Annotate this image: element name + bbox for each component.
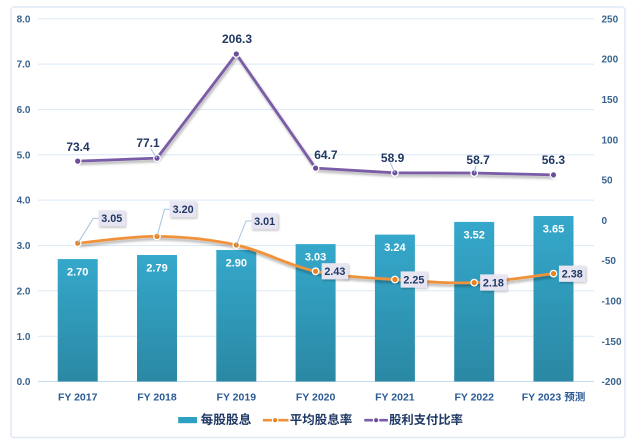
svg-text:2.43: 2.43 [324, 266, 345, 278]
svg-text:FY 2023: FY 2023 [522, 392, 562, 404]
svg-text:2.38: 2.38 [562, 269, 583, 281]
svg-text:200: 200 [602, 55, 619, 66]
svg-text:3.65: 3.65 [543, 223, 564, 235]
svg-text:3.05: 3.05 [101, 213, 122, 225]
svg-text:73.4: 73.4 [66, 140, 90, 154]
svg-text:-50: -50 [602, 256, 617, 267]
svg-text:FY 2019: FY 2019 [217, 392, 257, 404]
svg-text:150: 150 [602, 95, 619, 106]
svg-text:FY 2022: FY 2022 [454, 392, 494, 404]
svg-text:58.9: 58.9 [381, 151, 405, 165]
svg-text:0: 0 [602, 216, 608, 227]
svg-text:4.0: 4.0 [17, 196, 31, 207]
svg-text:77.1: 77.1 [136, 136, 160, 150]
svg-text:0.0: 0.0 [17, 377, 31, 388]
svg-text:3.03: 3.03 [305, 252, 326, 264]
svg-text:FY 2018: FY 2018 [137, 392, 177, 404]
svg-text:2.25: 2.25 [403, 274, 424, 286]
svg-text:FY 2020: FY 2020 [296, 392, 336, 404]
svg-text:2.70: 2.70 [67, 267, 88, 279]
svg-text:56.3: 56.3 [542, 153, 566, 167]
svg-text:7.0: 7.0 [17, 60, 31, 71]
svg-text:6.0: 6.0 [17, 105, 31, 116]
svg-text:206.3: 206.3 [222, 32, 252, 46]
svg-text:-200: -200 [602, 377, 622, 388]
svg-text:2.90: 2.90 [226, 257, 247, 269]
svg-text:FY 2021: FY 2021 [375, 392, 415, 404]
svg-text:3.24: 3.24 [384, 242, 406, 254]
svg-text:2.79: 2.79 [146, 262, 167, 274]
svg-text:8.0: 8.0 [17, 14, 31, 25]
svg-text:5.0: 5.0 [17, 150, 31, 161]
svg-text:FY 2017: FY 2017 [58, 392, 98, 404]
svg-text:3.01: 3.01 [254, 216, 275, 228]
svg-text:-150: -150 [602, 337, 622, 348]
svg-text:-100: -100 [602, 297, 622, 308]
svg-text:250: 250 [602, 14, 619, 25]
svg-text:2.18: 2.18 [483, 277, 504, 289]
svg-text:64.7: 64.7 [314, 148, 338, 162]
svg-text:3.52: 3.52 [463, 229, 484, 241]
svg-text:100: 100 [602, 135, 619, 146]
svg-text:58.7: 58.7 [466, 153, 490, 167]
svg-text:50: 50 [602, 176, 614, 187]
svg-text:3.0: 3.0 [17, 241, 31, 252]
svg-text:3.20: 3.20 [173, 204, 194, 216]
svg-text:2.0: 2.0 [17, 286, 31, 297]
svg-text:1.0: 1.0 [17, 332, 31, 343]
